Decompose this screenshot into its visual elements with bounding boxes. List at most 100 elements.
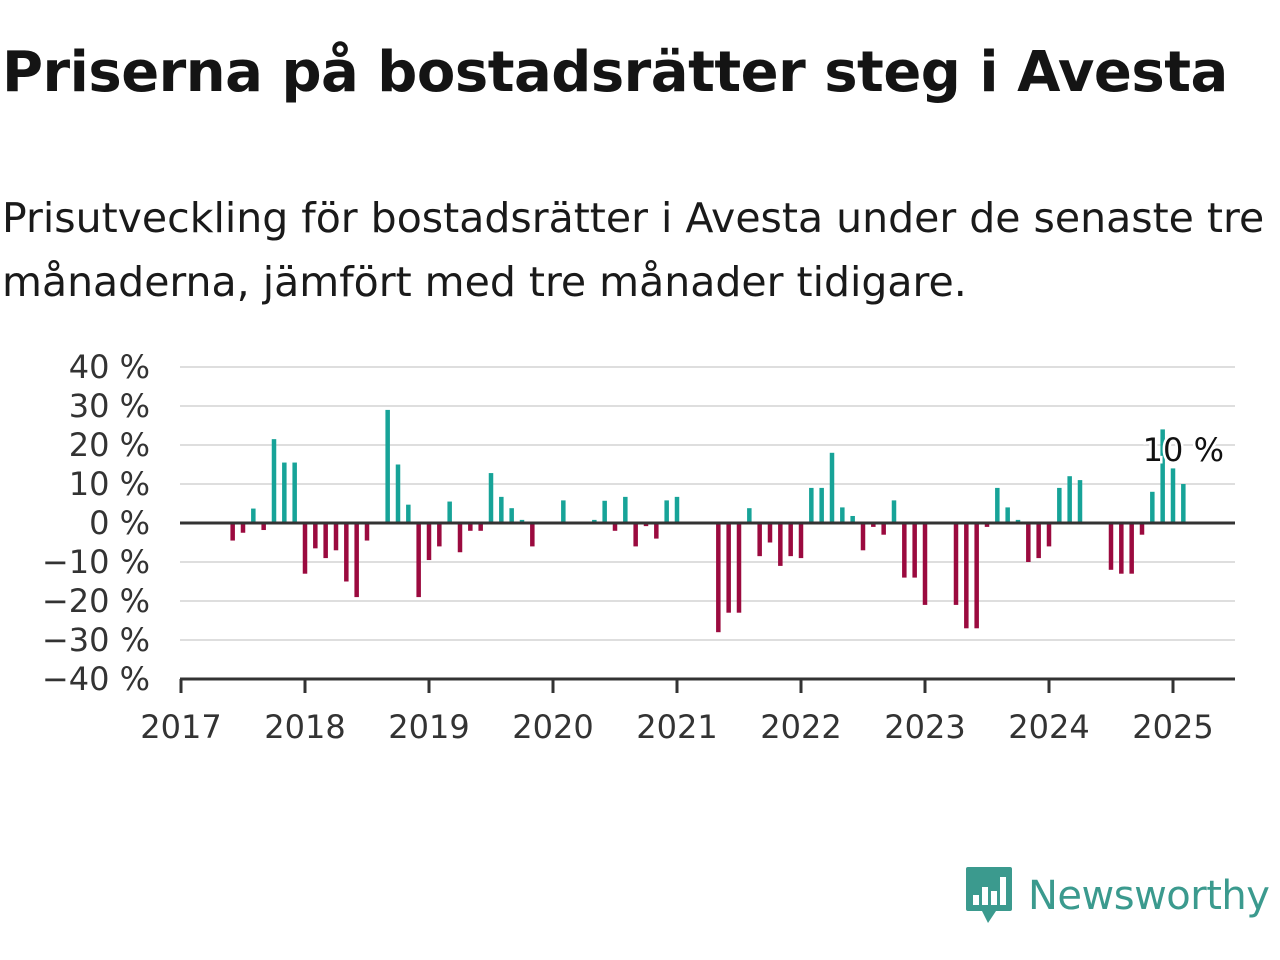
bar [664,500,669,523]
x-tick-label: 2021 [636,708,717,746]
value-annotation: 10 % [1143,431,1224,469]
axis-labels: −40 %−30 %−20 %−10 %0 %10 %20 %30 %40 % 2… [42,348,1214,746]
bar-chart: −40 %−30 %−20 %−10 %0 %10 %20 %30 %40 %2… [42,348,1235,746]
bar [323,523,328,559]
bar [778,523,783,566]
bar [612,523,618,531]
bar [602,500,607,523]
bar [1005,507,1010,523]
bar [674,496,680,523]
bar [757,523,762,557]
bar [974,523,979,629]
bar [860,523,866,551]
bar [292,462,297,523]
bar [798,523,804,559]
bar [726,523,731,613]
bar [891,500,897,523]
y-tick-label: 10 % [69,465,150,503]
bar [385,409,390,523]
bar [271,439,277,523]
bar [902,523,907,578]
y-tick-label: 40 % [69,348,150,386]
bar [747,508,752,523]
bar [912,523,917,578]
bar [302,523,308,574]
bar [788,523,793,557]
axes [179,521,1235,693]
bars [230,409,1186,633]
x-tick-label: 2019 [388,708,469,746]
bar [922,523,928,605]
bar [1170,468,1176,523]
bar [406,504,411,523]
bar [1129,523,1134,574]
grid-lines [180,366,1235,641]
bar [1026,523,1031,562]
bar [426,523,432,561]
bar [437,523,442,547]
bar [829,452,835,523]
bar [1139,523,1145,535]
bar [230,523,235,541]
bar [1077,480,1083,523]
bar [654,523,659,539]
bar [499,496,504,523]
bar [251,508,256,523]
logo-text: Newsworthy [1028,873,1270,919]
bar [1108,523,1114,570]
x-tick-label: 2020 [512,708,593,746]
bar [984,523,990,527]
bar [478,523,483,531]
x-tick-label: 2025 [1132,708,1213,746]
newsworthy-logo: Newsworthy [964,864,1270,928]
bar [643,523,649,527]
bar [1160,429,1165,523]
x-tick-label: 2022 [760,708,841,746]
bar [1036,523,1041,559]
bar [261,523,266,531]
bar [1067,476,1072,523]
y-tick-label: 30 % [69,387,150,425]
bar [509,508,514,523]
bar [395,464,401,523]
bar [716,523,721,633]
bar [850,515,855,523]
bar [561,500,566,523]
bar [871,523,876,527]
y-tick-label: −30 % [42,621,150,659]
bar [1015,519,1021,523]
bar [1046,523,1052,547]
bar [819,487,824,523]
bar [809,487,814,523]
bar [881,523,886,535]
x-tick-label: 2024 [1008,708,1089,746]
y-tick-label: −40 % [42,660,150,698]
bar [767,523,773,543]
y-tick-label: 20 % [69,426,150,464]
bar [447,501,452,523]
bar [995,487,1000,523]
bar [240,523,246,533]
bar [1181,484,1186,523]
bar [530,523,535,547]
bar [354,523,359,598]
bar-chart-speech-bubble-icon [966,867,1012,923]
bar [344,523,349,582]
bar [1119,523,1124,574]
y-tick-label: −10 % [42,543,150,581]
x-tick-label: 2017 [140,708,221,746]
bar [313,523,318,549]
bar [519,519,525,523]
x-tick-label: 2018 [264,708,345,746]
y-tick-label: −20 % [42,582,150,620]
bar [416,523,421,598]
chart-title: Priserna på bostadsrätter steg i Avesta [2,40,1228,105]
bar [840,507,845,523]
bar [623,496,628,523]
bar [333,523,339,551]
x-tick-label: 2023 [884,708,965,746]
y-tick-label: 0 % [89,504,150,542]
bar [953,523,959,605]
bar [633,523,638,547]
bar [1150,491,1155,523]
